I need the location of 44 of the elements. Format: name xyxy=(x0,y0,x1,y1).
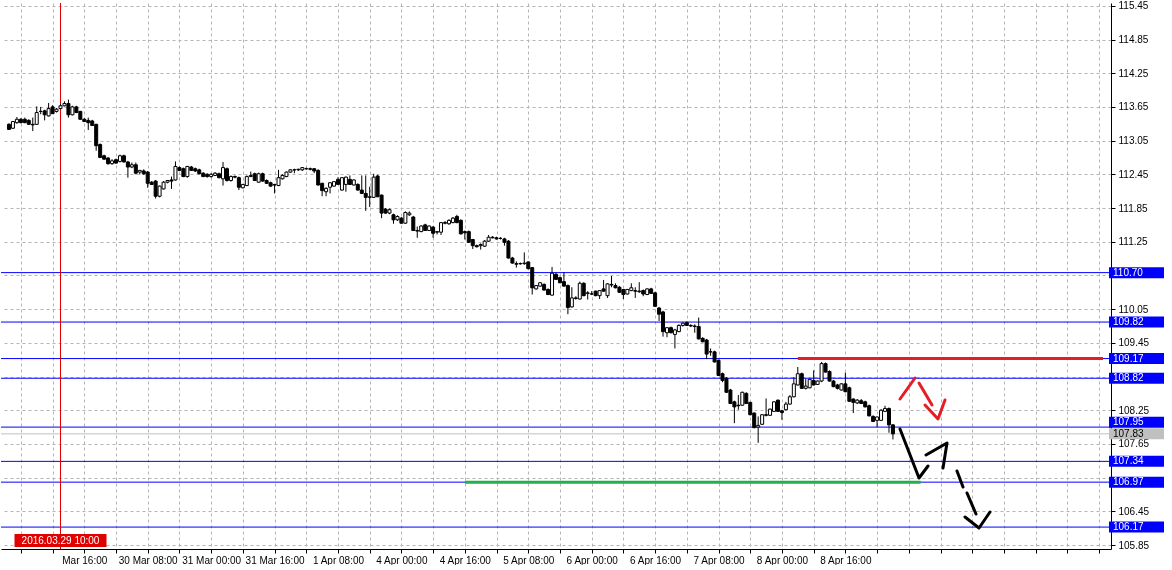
x-tick-label: 2016.03.29 10:00 xyxy=(21,534,100,546)
ref-line-label: 109.82 xyxy=(1113,316,1145,328)
x-tick-label: 6 Apr 00:00 xyxy=(566,554,619,566)
candlestick xyxy=(565,283,570,315)
y-tick-label: 112.45 xyxy=(1118,168,1149,180)
candlestick xyxy=(506,239,511,260)
candlestick xyxy=(569,286,574,308)
x-tick-label: 6 Apr 16:00 xyxy=(630,554,682,566)
y-tick-label: 108.25 xyxy=(1118,404,1150,416)
y-tick-label: 113.05 xyxy=(1118,135,1149,147)
y-tick-label: 115.45 xyxy=(1118,0,1149,12)
y-tick-label: 114.85 xyxy=(1118,34,1149,46)
x-tick-label: 4 Apr 00:00 xyxy=(376,554,428,566)
y-tick-label: 107.65 xyxy=(1118,438,1150,450)
y-tick-label: 105.85 xyxy=(1118,539,1150,551)
x-tick-label: 4 Apr 16:00 xyxy=(439,554,492,566)
x-tick-label: 31 Mar 00:00 xyxy=(182,554,242,566)
ref-line-label: 109.17 xyxy=(1113,352,1145,364)
x-tick-label: 7 Apr 08:00 xyxy=(693,554,746,566)
ref-line-label: 107.95 xyxy=(1113,416,1145,428)
x-tick-label: Mar 16:00 xyxy=(62,554,108,566)
x-tick-label: 31 Mar 16:00 xyxy=(245,554,305,566)
x-tick-label: 8 Apr 00:00 xyxy=(756,554,809,566)
y-tick-label: 113.65 xyxy=(1118,101,1149,113)
y-tick-label: 111.85 xyxy=(1118,202,1149,214)
ref-line-label: 107.34 xyxy=(1113,455,1145,467)
x-tick-label: 1 Apr 08:00 xyxy=(312,554,365,566)
ref-line-label: 107.83 xyxy=(1113,427,1145,439)
candlestick xyxy=(34,105,39,126)
x-tick-label: 30 Mar 08:00 xyxy=(118,554,179,566)
y-tick-label: 114.25 xyxy=(1118,67,1149,79)
candlestick xyxy=(522,251,527,266)
ref-line-label: 110.70 xyxy=(1113,266,1144,278)
x-tick-label: 8 Apr 16:00 xyxy=(820,554,872,566)
ref-line-label: 106.17 xyxy=(1113,521,1145,533)
y-tick-label: 111.25 xyxy=(1118,236,1149,248)
y-tick-label: 106.45 xyxy=(1118,505,1150,517)
x-tick-label: 5 Apr 08:00 xyxy=(503,554,555,566)
ref-line-label: 108.82 xyxy=(1113,372,1145,384)
y-tick-label: 110.05 xyxy=(1118,303,1149,315)
candlestick xyxy=(363,174,368,212)
ref-line-label: 106.97 xyxy=(1113,476,1145,488)
y-tick-label: 109.45 xyxy=(1118,337,1150,349)
candlestick xyxy=(324,186,329,197)
